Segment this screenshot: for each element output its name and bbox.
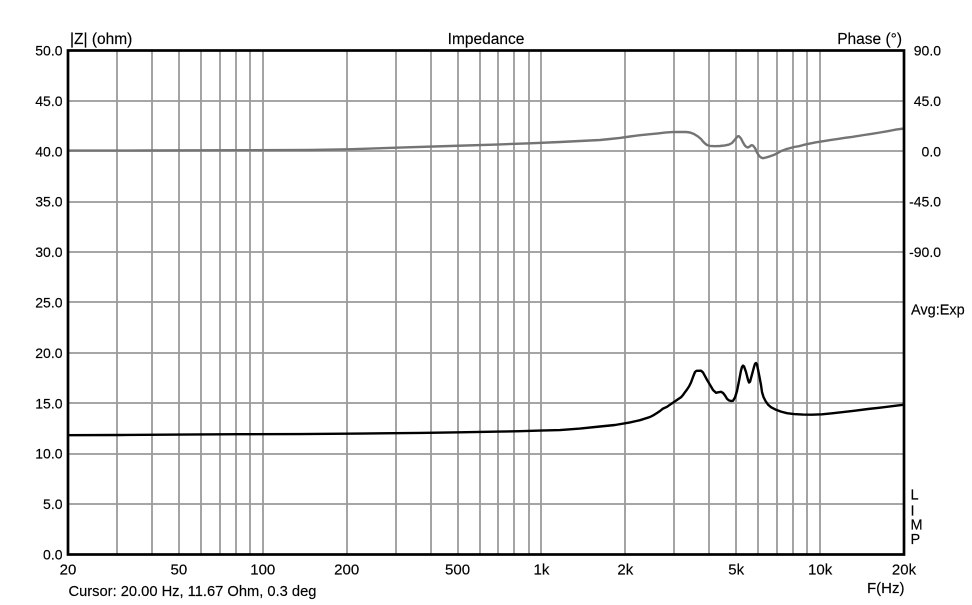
svg-text:Cursor: 20.00 Hz, 11.67 Ohm, 0: Cursor: 20.00 Hz, 11.67 Ohm, 0.3 deg xyxy=(69,584,317,600)
svg-text:1k: 1k xyxy=(534,562,550,579)
svg-text:50.0: 50.0 xyxy=(35,43,62,59)
svg-text:5k: 5k xyxy=(728,562,744,579)
svg-text:F(Hz): F(Hz) xyxy=(867,580,905,597)
svg-text:|Z| (ohm): |Z| (ohm) xyxy=(70,31,132,48)
svg-text:100: 100 xyxy=(250,562,275,579)
svg-text:P: P xyxy=(911,532,921,548)
svg-text:15.0: 15.0 xyxy=(35,395,62,411)
svg-text:20k: 20k xyxy=(892,562,917,579)
svg-text:20.0: 20.0 xyxy=(35,345,62,361)
svg-text:500: 500 xyxy=(445,562,470,579)
svg-text:50: 50 xyxy=(171,562,188,579)
svg-text:2k: 2k xyxy=(617,562,633,579)
svg-text:M: M xyxy=(911,518,923,534)
svg-text:Impedance: Impedance xyxy=(448,31,525,48)
svg-text:20: 20 xyxy=(60,562,77,579)
svg-text:40.0: 40.0 xyxy=(35,143,62,159)
svg-text:Phase (°): Phase (°) xyxy=(837,31,902,48)
svg-text:200: 200 xyxy=(334,562,359,579)
svg-text:10k: 10k xyxy=(808,562,833,579)
svg-text:45.0: 45.0 xyxy=(914,93,941,109)
svg-text:90.0: 90.0 xyxy=(914,43,941,59)
svg-text:0.0: 0.0 xyxy=(43,547,63,563)
svg-text:10.0: 10.0 xyxy=(35,446,62,462)
svg-text:5.0: 5.0 xyxy=(43,496,63,512)
svg-text:I: I xyxy=(911,504,915,520)
svg-text:45.0: 45.0 xyxy=(35,93,62,109)
svg-text:Avg:Exp: Avg:Exp xyxy=(911,303,965,319)
svg-text:25.0: 25.0 xyxy=(35,295,62,311)
svg-text:L: L xyxy=(911,488,919,504)
svg-text:-90.0: -90.0 xyxy=(909,244,941,260)
svg-text:30.0: 30.0 xyxy=(35,244,62,260)
svg-text:-45.0: -45.0 xyxy=(909,194,941,210)
svg-text:35.0: 35.0 xyxy=(35,194,62,210)
svg-text:0.0: 0.0 xyxy=(922,143,942,159)
